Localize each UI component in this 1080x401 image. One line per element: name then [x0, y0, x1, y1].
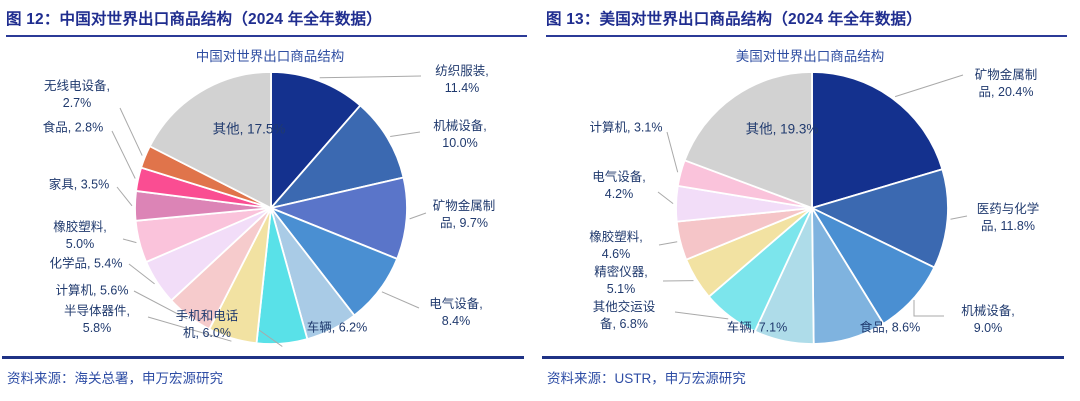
figure-13-title: 图 13：美国对世界出口商品结构（2024 年全年数据）: [546, 7, 1067, 37]
slice-label-家具: 家具, 3.5%: [48, 177, 110, 192]
leader-line-半导体器件: [147, 316, 232, 342]
leader-line-医药与化学品: [950, 215, 968, 220]
china-pie-labels: 纺织服装, 11.4% 机械设备, 10.0% 矿物金属制 品, 9.7% 电气设备,…: [42, 63, 496, 340]
pie-slice-矿物金属制品: [270, 176, 408, 260]
leader-line-橡胶塑料: [658, 241, 678, 246]
slice-label-其他: 其他, 19.3%: [745, 121, 819, 137]
slice-label-纺织服装: 纺织服装, 11.4%: [435, 63, 489, 95]
figure-13-source: 资料来源：USTR，申万宏源研究: [547, 371, 746, 386]
pie-slice-纺织服装: [270, 71, 362, 209]
leader-line-橡胶塑料: [122, 238, 137, 244]
slice-label-矿物金属制品: 矿物金属制 品, 20.4%: [974, 67, 1038, 99]
leader-line-无线电设备: [119, 107, 143, 156]
slice-label-精密仪器: 精密仪器, 5.1%: [594, 264, 648, 296]
leader-line-家具: [116, 186, 133, 207]
slice-label-化学品: 化学品, 5.4%: [49, 256, 123, 271]
pie-slice-其他: [148, 71, 272, 209]
china-pie-chart: [111, 71, 427, 347]
slice-label-计算机: 计算机, 5.6%: [55, 283, 129, 298]
leader-line-机械设备: [913, 300, 944, 317]
usa-pie-title: 美国对世界出口商品结构: [735, 49, 885, 64]
pie-slice-医药与化学品: [811, 168, 949, 269]
leader-line-计算机: [133, 290, 188, 320]
leader-line-电气设备: [381, 291, 420, 309]
slice-label-机械设备: 机械设备, 10.0%: [433, 118, 487, 150]
leader-line-矿物金属制品: [409, 212, 427, 220]
slice-label-矿物金属制品: 矿物金属制 品, 9.7%: [432, 198, 496, 230]
slice-label-电气设备: 电气设备, 8.4%: [429, 296, 483, 328]
usa-pie-labels: 矿物金属制 品, 20.4% 医药与化学 品, 11.8% 机械设备, 9.0% 食品…: [540, 0, 1080, 401]
figure-panel-china: 图 12：中国对世界出口商品结构（2024 年全年数据） 中国对世界出口商品结构…: [2, 7, 527, 386]
leader-line-化学品: [128, 263, 155, 285]
china-pie-title: 中国对世界出口商品结构: [195, 49, 345, 64]
pie-slice-矿物金属制品: [811, 71, 944, 209]
leader-line-食品: [111, 130, 136, 179]
pie-slice-机械设备: [270, 104, 405, 209]
slice-label-车辆: 车辆, 7.1%: [726, 320, 788, 335]
figure-12-title: 图 12：中国对世界出口商品结构（2024 年全年数据）: [6, 7, 527, 37]
slice-label-电气设备: 电气设备, 4.2%: [592, 169, 646, 201]
slice-label-食品: 食品, 8.6%: [859, 320, 921, 335]
pie-slice-其他: [683, 71, 813, 209]
figure-12-source: 资料来源：海关总署，申万宏源研究: [7, 371, 223, 386]
slice-label-橡胶塑料: 橡胶塑料, 5.0%: [53, 219, 107, 251]
slice-label-其他: 其他, 17.5%: [212, 121, 286, 137]
slice-label-半导体器件: 半导体器件, 5.8%: [64, 303, 130, 335]
leader-line-其他交运设备: [674, 311, 729, 320]
figure-12-bottom-rule: [2, 356, 524, 359]
slice-label-手机和电话机: 手机和电话 机, 6.0%: [175, 308, 239, 340]
leader-line-纺织服装: [319, 75, 422, 79]
usa-pie-chart: [657, 71, 968, 345]
figure-panel-usa: 图 13：美国对世界出口商品结构（2024 年全年数据） 美国对世界出口商品结构…: [540, 0, 1080, 401]
slice-label-橡胶塑料: 橡胶塑料, 4.6%: [589, 229, 643, 261]
leader-line-电气设备: [657, 191, 674, 204]
slice-label-食品: 食品, 2.8%: [42, 120, 104, 135]
leader-line-机械设备: [390, 131, 421, 137]
slice-label-其他交运设备: 其他交运设 备, 6.8%: [592, 299, 656, 331]
leader-line-矿物金属制品: [894, 74, 964, 98]
slice-label-医药与化学品: 医药与化学 品, 11.8%: [976, 201, 1040, 233]
slice-label-机械设备: 机械设备, 9.0%: [961, 303, 1015, 335]
slice-label-车辆: 车辆, 6.2%: [306, 320, 368, 335]
figure-13-bottom-rule: [542, 356, 1064, 359]
slice-label-无线电设备: 无线电设备, 2.7%: [44, 78, 110, 110]
leader-line-手机和电话机: [258, 329, 283, 347]
slice-label-计算机: 计算机, 3.1%: [589, 120, 663, 135]
leader-line-计算机: [666, 131, 679, 173]
